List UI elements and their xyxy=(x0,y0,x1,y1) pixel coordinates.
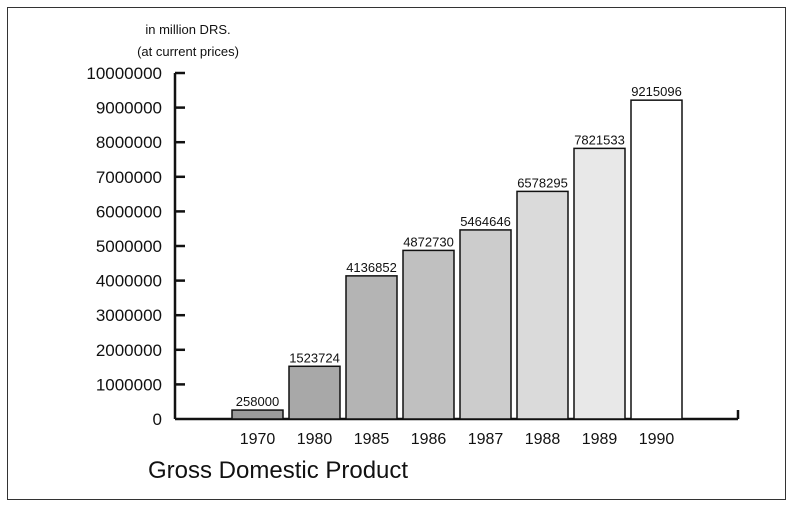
y-axis-ticks: 0 1000000 2000000 3000000 4000000 5000000 6000… xyxy=(86,64,185,429)
y-tick-label: 4000000 xyxy=(96,272,162,291)
data-label: 6578295 xyxy=(517,175,568,190)
y-tick-label: 0 xyxy=(153,410,162,429)
category-label: 1980 xyxy=(297,431,333,448)
y-tick-label: 5000000 xyxy=(96,237,162,256)
chart-title: Gross Domestic Product xyxy=(148,457,408,484)
bar-1970 xyxy=(231,409,284,420)
category-label: 1989 xyxy=(582,431,618,448)
y-tick-label: 1000000 xyxy=(96,375,162,394)
data-label: 1523724 xyxy=(289,350,340,365)
data-label: 4136852 xyxy=(346,260,397,275)
bar-1988 xyxy=(516,190,569,420)
category-label: 1988 xyxy=(525,431,561,448)
unit-label-line1: in million DRS. xyxy=(145,22,230,37)
unit-label-line2: (at current prices) xyxy=(137,44,239,59)
data-label: 4872730 xyxy=(403,234,454,249)
category-label: 1985 xyxy=(354,431,390,448)
category-labels: 1970 1980 1985 1986 1987 1988 1989 1990 xyxy=(240,431,675,448)
category-label: 1990 xyxy=(639,431,675,448)
y-tick-label: 3000000 xyxy=(96,306,162,325)
bar-1989 xyxy=(573,147,626,420)
y-tick-label: 9000000 xyxy=(96,99,162,118)
bar-1986 xyxy=(402,249,455,420)
y-tick-label: 6000000 xyxy=(96,202,162,221)
y-tick-label: 10000000 xyxy=(86,64,162,83)
data-labels: 258000 1523724 4136852 4872730 5464646 657829… xyxy=(236,84,682,409)
bar-1990 xyxy=(630,99,683,420)
data-label: 5464646 xyxy=(460,214,511,229)
data-label: 9215096 xyxy=(631,84,682,99)
data-label: 258000 xyxy=(236,394,279,409)
category-label: 1987 xyxy=(468,431,504,448)
y-tick-label: 2000000 xyxy=(96,341,162,360)
y-tick-label: 7000000 xyxy=(96,168,162,187)
bar-1987 xyxy=(459,229,512,420)
y-tick-label: 8000000 xyxy=(96,133,162,152)
data-label: 7821533 xyxy=(574,132,625,147)
category-label: 1986 xyxy=(411,431,447,448)
bar-1985 xyxy=(345,275,398,420)
bar-1980 xyxy=(288,365,341,420)
bars xyxy=(231,99,683,420)
category-label: 1970 xyxy=(240,431,276,448)
